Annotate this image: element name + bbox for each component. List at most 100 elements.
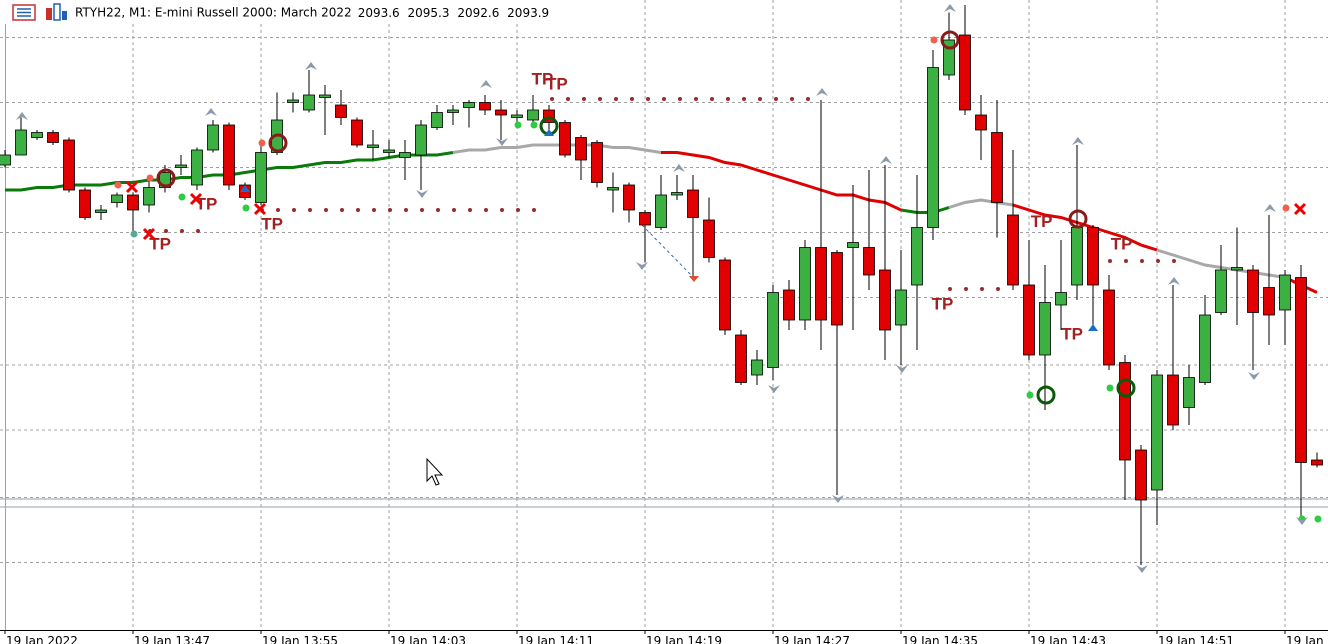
down-arrow bbox=[689, 276, 699, 282]
candle-body bbox=[47, 132, 59, 143]
candle-body bbox=[543, 109, 555, 123]
candle-body bbox=[623, 184, 635, 211]
candle-body bbox=[1215, 269, 1227, 313]
tp-label: TP bbox=[532, 69, 554, 88]
candle-body bbox=[735, 334, 747, 383]
chart-icon-bar bbox=[46, 8, 52, 20]
candle-body bbox=[847, 242, 859, 248]
moving-average bbox=[452, 143, 662, 154]
x-tick-label: 19 Jan 2022 bbox=[6, 634, 78, 644]
candle-body bbox=[1087, 227, 1099, 286]
candle-body bbox=[703, 219, 715, 258]
candle-body bbox=[303, 94, 315, 111]
low-value: 2092.6 bbox=[457, 6, 499, 20]
candle-body bbox=[879, 269, 891, 331]
candle-body bbox=[719, 259, 731, 331]
x-tick-label: 19 Jan 14:19 bbox=[646, 634, 722, 644]
moving-average bbox=[948, 198, 1014, 209]
tp-label: TP bbox=[932, 294, 954, 313]
candle-body bbox=[1151, 374, 1163, 491]
x-tick-label: 19 Jan 14:27 bbox=[774, 634, 850, 644]
candle-body bbox=[591, 142, 603, 183]
candle-body bbox=[655, 194, 667, 228]
x-tick-label: 19 Jan 13:55 bbox=[262, 634, 338, 644]
candle-body bbox=[111, 194, 123, 203]
candle-body bbox=[431, 112, 443, 128]
signal-link bbox=[641, 224, 695, 279]
candle-body bbox=[447, 109, 459, 113]
candle-body bbox=[527, 109, 539, 121]
candle-body bbox=[943, 39, 955, 76]
header: RTYH22, M1: E-mini Russell 2000: March 2… bbox=[0, 0, 600, 24]
circle-markers bbox=[156, 30, 1136, 405]
candle-body bbox=[255, 152, 267, 203]
candle-body bbox=[911, 227, 923, 286]
high-value: 2095.3 bbox=[408, 6, 450, 20]
candle-body bbox=[1039, 302, 1051, 356]
candle-body bbox=[1247, 269, 1259, 313]
signal-icons bbox=[16, 4, 1322, 573]
x-tick-label: 19 Jan bbox=[1286, 634, 1324, 644]
candle-body bbox=[415, 124, 427, 156]
candle-body bbox=[511, 114, 523, 118]
candle-body bbox=[63, 139, 75, 191]
x-tick-label: 19 Jan 14:03 bbox=[390, 634, 466, 644]
x-tick-label: 19 Jan 14:35 bbox=[902, 634, 978, 644]
moving-average bbox=[661, 151, 902, 212]
candle-body bbox=[1279, 274, 1291, 311]
candle-body bbox=[367, 144, 379, 148]
list-icon-lines bbox=[17, 8, 31, 17]
chart-icon-bar bbox=[53, 3, 61, 21]
candle-body bbox=[799, 247, 811, 321]
candle-body bbox=[1007, 214, 1019, 286]
chevrons bbox=[16, 4, 1308, 573]
candle-body bbox=[479, 102, 491, 111]
signal-levels bbox=[148, 97, 1192, 291]
candle-body bbox=[1103, 289, 1115, 366]
candle-body bbox=[79, 189, 91, 218]
candle-body bbox=[1167, 374, 1179, 426]
candle-body bbox=[687, 189, 699, 218]
candle-body bbox=[95, 209, 107, 213]
candle-body bbox=[207, 124, 219, 151]
candle-body bbox=[767, 292, 779, 368]
candle-body bbox=[815, 247, 827, 321]
tp-label: TP bbox=[196, 194, 218, 213]
candle-body bbox=[191, 149, 203, 186]
tp-label: TP bbox=[261, 214, 283, 233]
cross-markers bbox=[125, 180, 1307, 241]
candle-body bbox=[751, 359, 763, 376]
candle-body bbox=[495, 109, 507, 116]
candle-body bbox=[1231, 267, 1243, 271]
candle-body bbox=[671, 192, 683, 196]
tp-label: TP bbox=[1111, 234, 1133, 253]
candle-body bbox=[559, 122, 571, 156]
candle-body bbox=[143, 187, 155, 206]
ohlc-values: 2093.6 2095.3 2092.6 2093.9 bbox=[358, 6, 549, 20]
candle-body bbox=[1295, 277, 1307, 463]
candle-body bbox=[0, 154, 11, 166]
x-tick-label: 19 Jan 13:47 bbox=[134, 634, 210, 644]
candle-body bbox=[15, 129, 27, 156]
x-tick-label: 19 Jan 14:51 bbox=[1158, 634, 1234, 644]
candle-body bbox=[895, 289, 907, 326]
candle-body bbox=[607, 187, 619, 191]
candle-body bbox=[287, 99, 299, 103]
candle-body bbox=[383, 149, 395, 153]
candle-body bbox=[335, 104, 347, 118]
candle-body bbox=[975, 114, 987, 131]
candle-body bbox=[575, 137, 587, 161]
candle-body bbox=[223, 124, 235, 186]
moving-average bbox=[900, 206, 950, 214]
candle-body bbox=[1023, 284, 1035, 356]
candle-body bbox=[831, 252, 843, 326]
tp-label: TP bbox=[149, 234, 171, 253]
mouse-cursor bbox=[426, 457, 444, 486]
open-value: 2093.6 bbox=[358, 6, 400, 20]
up-arrows bbox=[240, 129, 1098, 331]
chart-icon-bar bbox=[62, 11, 67, 20]
header-bg bbox=[0, 0, 600, 24]
candle-body bbox=[31, 132, 43, 138]
